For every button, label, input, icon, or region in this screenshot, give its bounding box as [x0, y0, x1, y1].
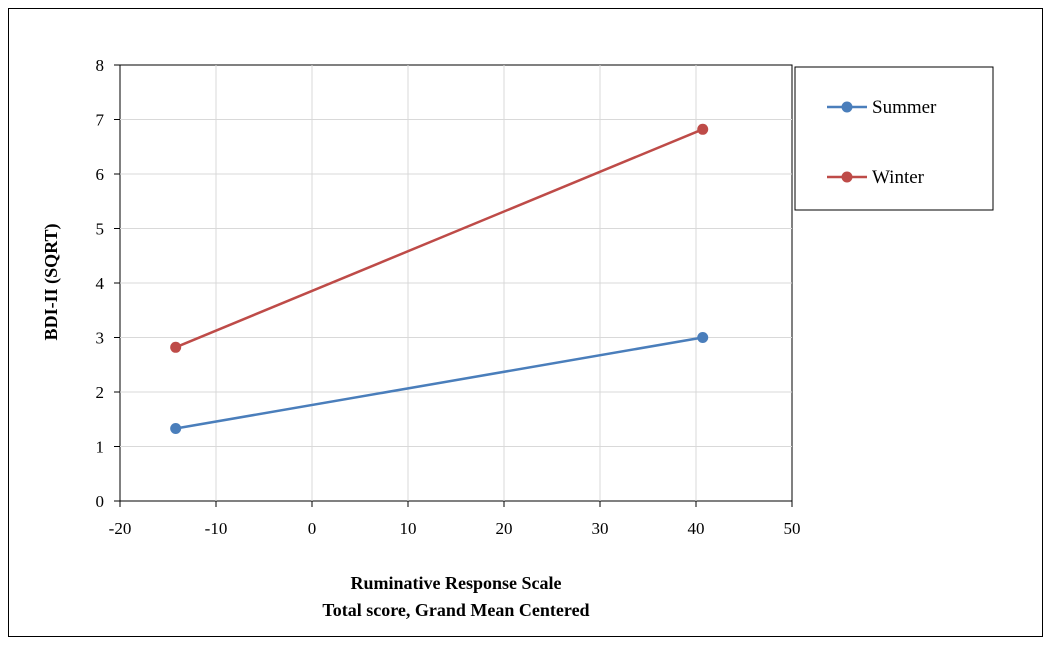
x-tick-label: 10	[400, 519, 417, 538]
data-point-summer	[170, 423, 182, 435]
legend-marker-winter	[841, 171, 853, 183]
x-axis-title-line-1: Ruminative Response Scale	[351, 573, 562, 593]
x-tick-label: -20	[109, 519, 132, 538]
series-group	[170, 123, 709, 435]
y-tick-label: 1	[96, 438, 105, 457]
y-axis-title: BDI-II (SQRT)	[41, 224, 62, 341]
x-tick-label: -10	[205, 519, 228, 538]
y-axis-ticks: 0 1 2 3 4 5 6 7 8	[96, 56, 120, 511]
data-point-winter	[170, 341, 182, 353]
x-tick-label: 20	[496, 519, 513, 538]
y-tick-label: 0	[96, 492, 105, 511]
legend-marker-summer	[841, 101, 853, 113]
legend-label-winter: Winter	[872, 167, 925, 188]
legend: Summer Winter	[794, 66, 994, 211]
x-tick-label: 50	[784, 519, 801, 538]
y-tick-label: 7	[96, 111, 105, 130]
line-chart: 0 1 2 3 4 5 6 7 8 -20 -10 0 10 20 30 40 50 BDI-II (SQRT…	[41, 56, 994, 620]
y-tick-label: 3	[96, 329, 105, 348]
y-tick-label: 8	[96, 56, 105, 75]
x-tick-label: 0	[308, 519, 317, 538]
figure-frame: 0 1 2 3 4 5 6 7 8 -20 -10 0 10 20 30 40 50 BDI-II (SQRT…	[8, 8, 1043, 637]
data-point-summer	[697, 332, 709, 343]
series-line-summer	[175, 336, 703, 430]
y-tick-label: 5	[96, 220, 105, 239]
x-axis-title-line-2: Total score, Grand Mean Centered	[322, 600, 589, 620]
legend-label-summer: Summer	[872, 97, 937, 118]
x-tick-label: 40	[688, 519, 705, 538]
y-tick-label: 6	[96, 165, 105, 184]
legend-box	[794, 66, 994, 211]
gridlines	[120, 65, 792, 501]
data-point-winter	[697, 123, 709, 135]
series-line-winter	[175, 128, 704, 349]
y-tick-label: 4	[96, 274, 105, 293]
x-axis-ticks: -20 -10 0 10 20 30 40 50	[109, 501, 801, 538]
y-tick-label: 2	[96, 383, 105, 402]
x-tick-label: 30	[592, 519, 609, 538]
